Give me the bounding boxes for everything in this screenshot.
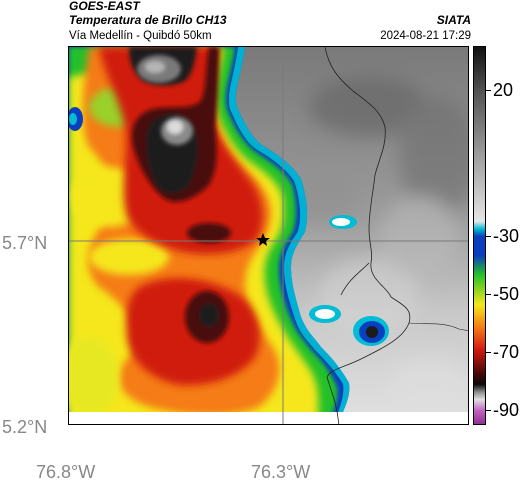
isolated-cells (309, 215, 389, 346)
satellite-map (68, 46, 469, 425)
organization-label: SIATA (436, 13, 471, 27)
colorbar-tick-label: -30 (493, 226, 520, 246)
gray-texture (279, 77, 468, 417)
latitude-label: 5.2°N (2, 417, 48, 437)
colorbar-tick-mark (486, 236, 491, 237)
brightness-temperature-field (69, 47, 468, 424)
left-edge-accents (69, 107, 83, 131)
longitude-label: 76.3°W (251, 462, 311, 482)
timestamp-label: 2024-08-21 17:29 (380, 30, 471, 42)
star-marker (256, 233, 270, 246)
map-title-satellite: GOES-EAST (69, 0, 140, 13)
colorbar-tick-label: -70 (493, 342, 520, 362)
overshooting-tops (137, 55, 193, 145)
department-borders (324, 47, 411, 424)
colorbar-gradient (474, 47, 485, 424)
colorbar-tick-mark (486, 352, 491, 353)
colorbar-tick-mark (486, 90, 491, 91)
longitude-label: 76.8°W (36, 462, 96, 482)
latitude-label: 5.7°N (2, 233, 48, 253)
secondary-border (408, 322, 468, 331)
colorbar-tick-label: -90 (493, 400, 520, 420)
colorbar-tick-mark (486, 294, 491, 295)
colorbar-tick-label: 20 (493, 80, 514, 100)
colorbar (473, 46, 486, 425)
map-title-product: Temperatura de Brillo CH13 (69, 13, 227, 27)
no-data-strip (69, 412, 468, 424)
colorbar-tick-label: -50 (493, 284, 520, 304)
map-subtitle: Vía Medellín - Quibdó 50km (69, 30, 212, 42)
colorbar-tick-mark (486, 410, 491, 411)
